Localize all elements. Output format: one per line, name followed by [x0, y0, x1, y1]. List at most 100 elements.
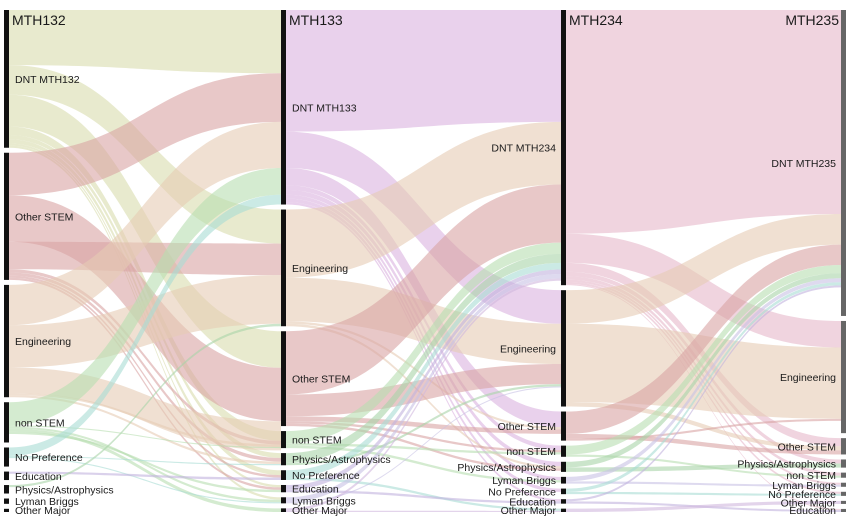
flow-no-preference-to-no-preference	[566, 491, 841, 496]
flow-other-stem-to-engineering	[9, 241, 281, 276]
node-bar-mth235-dnt-mth235	[841, 10, 846, 316]
node-label-mth234-education: Education	[509, 496, 556, 508]
node-bar-mth133-engineering	[281, 209, 286, 327]
flow-engineering-to-other-stem	[566, 402, 841, 451]
node-bar-mth132-non-stem	[4, 402, 9, 443]
node-bar-mth235-engineering	[841, 320, 846, 434]
flow-other-stem-to-dnt-mth234	[286, 184, 561, 395]
column-header-mth133: MTH133	[289, 12, 343, 28]
flow-engineering-to-non-stem	[9, 392, 281, 447]
flow-other-stem-to-education	[9, 277, 281, 490]
flow-education-to-dnt-mth234	[286, 269, 561, 490]
flow-no-preference-to-physics-astrophysics	[9, 455, 281, 466]
node-bar-mth234-lyman-briggs	[561, 476, 566, 484]
flow-physics-astrophysics-to-dnt-mth235	[566, 273, 841, 468]
flow-engineering-to-dnt-mth235	[566, 213, 841, 324]
node-label-mth132-engineering: Engineering	[15, 336, 71, 348]
node-bar-mth133-no-preference	[281, 470, 286, 480]
node-bar-mth132-education	[4, 471, 9, 481]
flow-non-stem-to-other-major	[9, 428, 281, 512]
node-bar-mth235-lyman-briggs	[841, 482, 846, 487]
flow-engineering-to-other-stem	[286, 321, 561, 430]
node-label-mth132-no-preference: No Preference	[15, 452, 83, 464]
flow-other-stem-to-non-stem	[286, 421, 561, 453]
node-label-mth234-non-stem: non STEM	[506, 446, 556, 458]
flow-links	[9, 10, 841, 512]
flow-lyman-briggs-to-dnt-mth235	[566, 278, 841, 482]
flow-no-preference-to-dnt-mth133	[9, 194, 281, 456]
node-bar-mth235-other-major	[841, 500, 846, 504]
flow-physics-astrophysics-to-dnt-mth234	[286, 253, 561, 463]
flow-non-stem-to-dnt-mth133	[9, 168, 281, 426]
flow-non-stem-to-non-stem	[286, 443, 561, 455]
node-label-mth133-lyman-briggs: Lyman Briggs	[292, 495, 356, 507]
flow-no-preference-to-dnt-mth234	[286, 262, 561, 478]
node-bar-mth133-physics-astrophysics	[281, 453, 286, 466]
node-bar-mth235-physics-astrophysics	[841, 459, 846, 468]
node-bar-mth234-other-stem	[561, 411, 566, 441]
node-bar-mth235-no-preference	[841, 491, 846, 496]
node-label-mth234-other-major: Other Major	[501, 505, 557, 517]
column-header-mth234: MTH234	[569, 12, 623, 28]
node-label-mth133-non-stem: non STEM	[292, 435, 342, 447]
node-bar-mth132-other-stem	[4, 152, 9, 280]
flow-non-stem-to-education	[9, 431, 281, 493]
node-label-mth234-lyman-briggs: Lyman Briggs	[492, 475, 556, 487]
node-label-mth133-education: Education	[292, 484, 339, 496]
node-label-mth132-education: Education	[15, 471, 62, 483]
node-bar-mth234-other-major	[561, 508, 566, 512]
flow-no-preference-to-dnt-mth235	[566, 282, 841, 492]
node-bar-mth133-lyman-briggs	[281, 497, 286, 504]
node-bar-mth234-education	[561, 499, 566, 504]
node-bars	[4, 10, 846, 512]
flow-engineering-to-engineering	[286, 277, 561, 365]
node-bar-mth133-other-major	[281, 508, 286, 512]
flow-engineering-to-dnt-mth133	[9, 121, 281, 326]
flow-education-to-education	[286, 489, 561, 504]
node-label-mth235-other-stem: Other STEM	[778, 441, 836, 453]
node-label-mth133-physics-astrophysics: Physics/Astrophysics	[292, 454, 391, 466]
node-label-mth133-dnt-mth133: DNT MTH133	[292, 102, 357, 114]
flow-other-stem-to-engineering	[566, 418, 841, 441]
flow-lyman-briggs-to-dnt-mth234	[286, 274, 561, 503]
flow-physics-astrophysics-to-engineering	[286, 384, 561, 466]
node-bar-mth234-no-preference	[561, 488, 566, 495]
node-label-mth132-dnt-mth132: DNT MTH132	[15, 74, 80, 86]
flow-dnt-mth133-to-dnt-mth234	[286, 10, 561, 132]
column-header-mth235: MTH235	[785, 12, 839, 28]
node-label-mth235-no-preference: No Preference	[768, 489, 836, 501]
flow-engineering-to-physics-astrophysics	[9, 395, 281, 465]
flow-non-stem-to-lyman-briggs	[9, 426, 281, 503]
node-label-mth235-dnt-mth235: DNT MTH235	[771, 158, 836, 170]
flow-other-stem-to-physics-astrophysics	[9, 272, 281, 462]
node-bar-mth133-other-stem	[281, 331, 286, 427]
flow-non-stem-to-dnt-mth234	[286, 242, 561, 444]
node-label-mth132-lyman-briggs: Lyman Briggs	[15, 496, 79, 508]
node-bar-mth132-no-preference	[4, 447, 9, 467]
flow-dnt-mth133-to-education	[286, 202, 561, 502]
node-bar-mth235-non-stem	[841, 472, 846, 478]
flow-dnt-mth234-to-dnt-mth235	[566, 10, 841, 234]
node-labels: DNT MTH132 Other STEM Engineering non STEM N…	[15, 74, 836, 517]
node-label-mth234-dnt-mth234: DNT MTH234	[491, 143, 556, 155]
flow-physics-astrophysics-to-engineering	[9, 323, 281, 488]
node-bar-mth132-dnt-mth132	[4, 10, 9, 148]
node-bar-mth235-other-stem	[841, 438, 846, 455]
node-label-mth235-lyman-briggs: Lyman Briggs	[772, 480, 836, 492]
node-label-mth234-engineering: Engineering	[500, 343, 556, 355]
flow-education-to-no-preference	[9, 471, 281, 480]
node-bar-mth234-non-stem	[561, 445, 566, 457]
node-bar-mth132-other-major	[4, 508, 9, 512]
flow-other-stem-to-dnt-mth235	[566, 244, 841, 434]
node-bar-mth132-lyman-briggs	[4, 498, 9, 504]
node-label-mth133-other-stem: Other STEM	[292, 374, 350, 386]
node-label-mth132-other-stem: Other STEM	[15, 211, 73, 223]
node-bar-mth234-physics-astrophysics	[561, 461, 566, 472]
node-bar-mth235-education	[841, 508, 846, 512]
flow-other-stem-to-non-stem	[9, 269, 281, 445]
node-label-mth234-no-preference: No Preference	[488, 486, 556, 498]
node-bar-mth133-dnt-mth133	[281, 10, 286, 205]
node-bar-mth133-education	[281, 484, 286, 493]
node-label-mth132-non-stem: non STEM	[15, 417, 65, 429]
